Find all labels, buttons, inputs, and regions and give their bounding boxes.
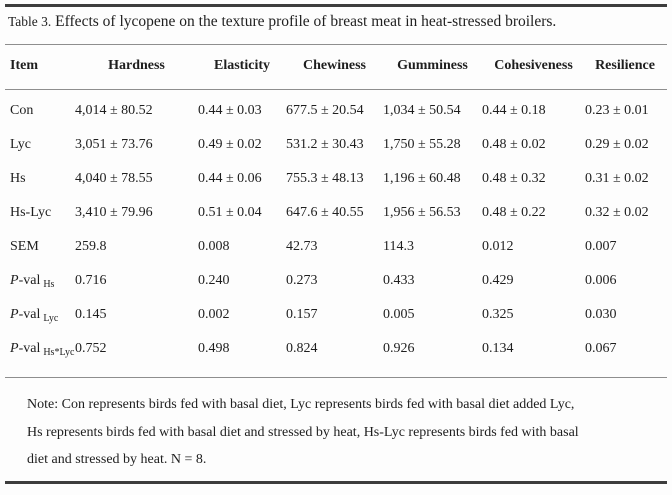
footnote-line: Note: Con represents birds fed with basa…	[27, 397, 575, 412]
table-cell: 0.325	[482, 307, 514, 322]
table-cell: 0.44 ± 0.18	[482, 103, 546, 118]
table-cell: 0.498	[198, 341, 230, 356]
row-label: P-val Hs*Lyc	[10, 341, 75, 358]
table-footnote: Note: Con represents birds fed with basa…	[27, 391, 662, 474]
table-cell: 0.716	[75, 273, 107, 288]
table-number-label: Table 3.	[8, 14, 52, 29]
table-cell: 0.429	[482, 273, 514, 288]
header-row: Item Hardness Elasticity Chewiness Gumminess…	[10, 45, 665, 87]
table-row: P-val Hs 0.716 0.240 0.273 0.433 0.429 0.006	[10, 264, 665, 298]
table-cell: 647.6 ± 40.55	[286, 205, 364, 220]
table-cell: 3,051 ± 73.76	[75, 137, 153, 152]
table-cell: 0.067	[585, 341, 617, 356]
table-cell: 0.006	[585, 273, 617, 288]
table-cell: 1,956 ± 56.53	[383, 205, 461, 220]
table-title: Table 3. Effects of lycopene on the text…	[8, 13, 668, 31]
table-cell: 259.8	[75, 239, 107, 254]
table-cell: 0.48 ± 0.32	[482, 171, 546, 186]
row-label: Lyc	[10, 137, 31, 152]
table-body: Con 4,014 ± 80.52 0.44 ± 0.03 677.5 ± 20.54…	[10, 87, 665, 366]
table-cell: 0.134	[482, 341, 514, 356]
table-title-text: Effects of lycopene on the texture profi…	[55, 13, 557, 30]
table-cell: 0.157	[286, 307, 318, 322]
footnote-line: Hs represents birds fed with basal diet …	[27, 424, 579, 440]
table-cell: 0.002	[198, 307, 230, 322]
table-row: SEM 259.8 0.008 42.73 114.3 0.012 0.007	[10, 230, 665, 264]
table-cell: 0.145	[75, 307, 107, 322]
table-cell: 755.3 ± 48.13	[286, 171, 364, 186]
table-cell: 4,014 ± 80.52	[75, 103, 153, 118]
table-cell: 0.51 ± 0.04	[198, 205, 262, 220]
table-cell: 1,034 ± 50.54	[383, 103, 461, 118]
table-cell: 0.030	[585, 307, 617, 322]
column-header: Item	[10, 58, 38, 73]
table-cell: 0.012	[482, 239, 514, 254]
rule-under-body	[5, 377, 667, 378]
table-cell: 114.3	[383, 239, 414, 254]
column-header: Hardness	[108, 58, 165, 73]
top-rule	[5, 4, 667, 7]
table-cell: 0.752	[75, 341, 107, 356]
table-cell: 4,040 ± 78.55	[75, 171, 153, 186]
rule-under-title	[5, 44, 667, 45]
table-row: P-val Hs*Lyc 0.752 0.498 0.824 0.926 0.134 0.06…	[10, 332, 665, 366]
table-cell: 0.49 ± 0.02	[198, 137, 262, 152]
bottom-rule	[5, 481, 667, 484]
row-label: Hs-Lyc	[10, 205, 52, 220]
table-cell: 0.44 ± 0.03	[198, 103, 262, 118]
table-cell: 0.005	[383, 307, 415, 322]
column-header: Gumminess	[397, 58, 468, 73]
table-cell: 42.73	[286, 239, 318, 254]
column-header: Cohesiveness	[494, 58, 573, 73]
table-cell: 677.5 ± 20.54	[286, 103, 364, 118]
table-cell: 3,410 ± 79.96	[75, 205, 153, 220]
table-cell: 0.926	[383, 341, 415, 356]
column-header: Chewiness	[302, 58, 366, 73]
table-row: P-val Lyc 0.145 0.002 0.157 0.005 0.325 0.030	[10, 298, 665, 332]
table-cell: 0.31 ± 0.02	[585, 171, 649, 186]
table-row: Lyc 3,051 ± 73.76 0.49 ± 0.02 531.2 ± 30.43…	[10, 128, 665, 162]
table-cell: 1,750 ± 55.28	[383, 137, 461, 152]
footnote-line: diet and stressed by heat. N = 8.	[27, 452, 207, 467]
column-header: Elasticity	[214, 58, 270, 73]
column-header: Resilience	[595, 58, 655, 73]
table-cell: 0.240	[198, 273, 230, 288]
table-row: Con 4,014 ± 80.52 0.44 ± 0.03 677.5 ± 20.54…	[10, 87, 665, 128]
table-cell: 0.007	[585, 239, 617, 254]
table-cell: 0.433	[383, 273, 415, 288]
table-cell: 0.48 ± 0.22	[482, 205, 546, 220]
table-cell: 531.2 ± 30.43	[286, 137, 364, 152]
row-label: Con	[10, 103, 34, 118]
table-cell: 1,196 ± 60.48	[383, 171, 461, 186]
table-cell: 0.824	[286, 341, 318, 356]
table-cell: 0.29 ± 0.02	[585, 137, 649, 152]
table-cell: 0.23 ± 0.01	[585, 103, 649, 118]
table-row: Hs-Lyc 3,410 ± 79.96 0.51 ± 0.04 647.6 ± 40…	[10, 196, 665, 230]
texture-profile-table: Item Hardness Elasticity Chewiness Gumminess…	[10, 45, 665, 366]
row-label: P-val Lyc	[10, 307, 59, 324]
table-cell: 0.008	[198, 239, 230, 254]
table-cell: 0.48 ± 0.02	[482, 137, 546, 152]
table-cell: 0.32 ± 0.02	[585, 205, 649, 220]
row-label: Hs	[10, 171, 26, 186]
table-cell: 0.44 ± 0.06	[198, 171, 262, 186]
row-label: P-val Hs	[10, 273, 55, 290]
rule-under-header	[5, 89, 667, 90]
table-row: Hs 4,040 ± 78.55 0.44 ± 0.06 755.3 ± 48.13 1…	[10, 162, 665, 196]
table-cell: 0.273	[286, 273, 318, 288]
row-label: SEM	[10, 239, 39, 254]
